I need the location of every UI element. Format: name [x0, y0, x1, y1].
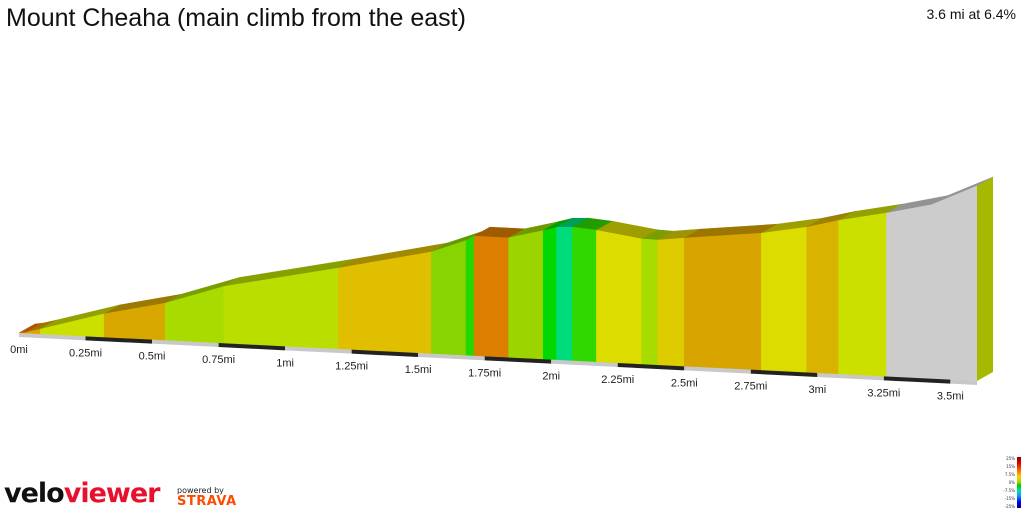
x-tick-label: 3.5mi	[937, 391, 964, 403]
x-tick-label: 0mi	[10, 344, 28, 356]
profile-gradient-segment	[465, 235, 475, 357]
x-tick-label: 3mi	[808, 384, 826, 396]
profile-gradient-segment	[761, 226, 807, 373]
axis-base-segment	[617, 363, 685, 371]
profile-gradient-segment	[886, 204, 933, 380]
x-tick-label: 2.25mi	[601, 374, 634, 386]
axis-base-segment	[684, 366, 751, 374]
logo-text-viewer: viewer	[63, 478, 161, 509]
profile-gradient-segment	[556, 226, 573, 362]
gradient-legend: 25% 15% 7.5% 0% -7.5% -15% -25%	[998, 455, 1024, 510]
legend-label-15: 15%	[1006, 464, 1015, 469]
x-tick-label: 2.5mi	[671, 377, 698, 389]
profile-gradient-segment	[572, 226, 597, 363]
axis-base-segment	[551, 359, 618, 367]
legend-label-minus-15: -15%	[1004, 496, 1015, 501]
x-tick-label: 1mi	[276, 357, 294, 369]
strava-logo: STRAVA	[177, 494, 237, 509]
chart-title: Mount Cheaha (main climb from the east)	[6, 4, 466, 32]
x-tick-label: 0.5mi	[139, 351, 166, 363]
x-tick-label: 3.25mi	[867, 387, 900, 399]
axis-base-segment	[883, 376, 951, 384]
axis-base-segment	[817, 373, 884, 381]
profile-gradient-segment	[838, 212, 887, 377]
profile-gradient-segment	[931, 185, 978, 382]
x-tick-label: 0.25mi	[69, 347, 102, 359]
axis-base-segment	[750, 369, 818, 377]
profile-gradient-segment	[165, 286, 225, 344]
axis-base-segment	[484, 356, 552, 364]
elevation-profile-chart: 0mi 0.25mi 0.5mi 0.75mi 1mi 1.25mi 1.5mi 1.75mi…	[10, 176, 994, 403]
profile-gradient-segment	[338, 251, 432, 354]
profile-gradient-segment	[473, 235, 509, 358]
profile-gradient-segment	[806, 220, 839, 375]
x-tick-label: 2mi	[542, 371, 560, 383]
axis-base-segment	[85, 336, 153, 344]
axis-base-segment	[285, 346, 352, 354]
climb-summary: 3.6 mi at 6.4%	[926, 6, 1017, 22]
gradient-color-scale	[1017, 457, 1021, 508]
axis-base-segment	[19, 333, 86, 341]
x-tick-label: 0.75mi	[202, 354, 235, 366]
axis-base-segment	[950, 379, 977, 385]
axis-base-segment	[152, 339, 219, 347]
legend-label-7-5: 7.5%	[1004, 472, 1015, 477]
profile-gradient-segment	[657, 237, 685, 367]
legend-label-minus-25: -25%	[1004, 504, 1015, 509]
distance-axis-ticks: 0mi 0.25mi 0.5mi 0.75mi 1mi 1.25mi 1.5mi 1.75mi…	[10, 344, 964, 403]
profile-side-faces	[18, 177, 993, 382]
legend-label-25: 25%	[1006, 456, 1015, 461]
profile-gradient-segment	[431, 240, 467, 356]
profile-end-face	[977, 177, 993, 381]
legend-label-minus-7-5: -7.5%	[1003, 488, 1015, 493]
distance-axis-base	[19, 333, 977, 385]
profile-gradient-segment	[641, 238, 658, 366]
powered-by-strava[interactable]: powered by STRAVA	[177, 486, 237, 509]
profile-gradient-segment	[508, 230, 544, 360]
profile-gradient-segment	[596, 229, 643, 365]
logo-text-velo: velo	[4, 478, 65, 509]
profile-gradient-segment	[683, 232, 762, 371]
x-tick-label: 1.25mi	[335, 361, 368, 373]
powered-by-label: powered by	[177, 486, 224, 495]
x-tick-label: 1.5mi	[405, 364, 432, 376]
axis-base-segment	[351, 349, 419, 357]
axis-base-segment	[218, 343, 286, 351]
veloviewer-logo[interactable]: veloviewer	[4, 478, 161, 512]
legend-label-0: 0%	[1008, 480, 1015, 485]
profile-gradient-segment	[542, 226, 557, 361]
x-tick-label: 2.75mi	[734, 381, 767, 393]
profile-top-edge	[18, 176, 994, 334]
x-tick-label: 1.75mi	[468, 367, 501, 379]
axis-base-segment	[418, 353, 485, 361]
